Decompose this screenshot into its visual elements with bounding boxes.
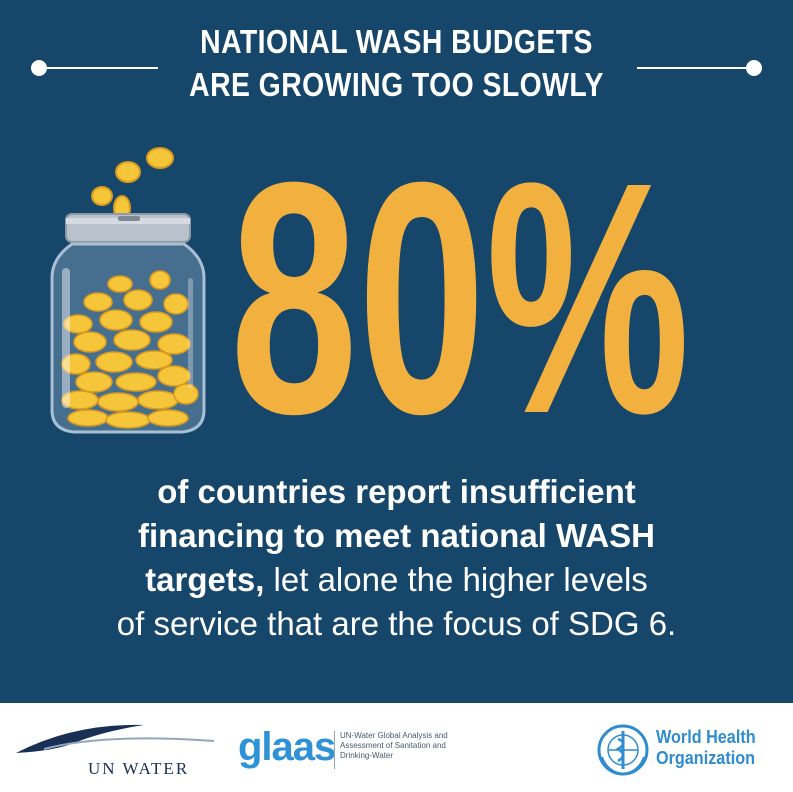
headline-dot-right: [746, 60, 762, 76]
who-logo: World Health Organization: [596, 721, 786, 781]
un-water-logo: UN WATER: [14, 719, 224, 779]
body-line-1: of countries report insufficient: [157, 473, 636, 510]
footer-logos: UN WATER glaas UN-Water Global Analysis …: [0, 703, 793, 792]
headline: NATIONAL WASH BUDGETS ARE GROWING TOO SL…: [56, 20, 738, 106]
body-line-4: of service that are the focus of SDG 6.: [116, 605, 677, 642]
glaas-logo: glaas UN-Water Global Analysis and Asses…: [238, 725, 488, 785]
big-stat: 80%: [225, 150, 695, 450]
body-line-3: targets, let alone the higher levels: [40, 558, 753, 602]
coin-jar-icon: [28, 138, 228, 438]
glaas-word: glaas: [238, 725, 336, 769]
headline-line-2: ARE GROWING TOO SLOWLY: [189, 66, 604, 103]
un-water-wave-logo: [16, 724, 215, 753]
body-line-3-bold: targets,: [145, 561, 265, 598]
headline-line-1: NATIONAL WASH BUDGETS: [200, 23, 593, 60]
headline-rule-left: [40, 67, 158, 69]
headline-rule-right: [637, 67, 752, 69]
who-name-line-1: World Health: [656, 727, 756, 747]
who-emblem-icon: [597, 724, 649, 776]
headline-dot-left: [31, 60, 47, 76]
body-line-2: financing to meet national WASH: [137, 517, 656, 554]
glaas-description: UN-Water Global Analysis and Assessment …: [340, 731, 448, 760]
body-line-3-rest: let alone the higher levels: [264, 561, 648, 598]
main-panel: NATIONAL WASH BUDGETS ARE GROWING TOO SL…: [0, 0, 793, 703]
body-text: of countries report insufficient financi…: [40, 470, 753, 646]
who-name: World Health Organization: [656, 727, 756, 769]
big-stat-value: 80%: [230, 150, 690, 450]
glaas-divider: [334, 731, 335, 769]
un-water-text: UN WATER: [88, 759, 190, 778]
who-name-line-2: Organization: [656, 748, 756, 768]
